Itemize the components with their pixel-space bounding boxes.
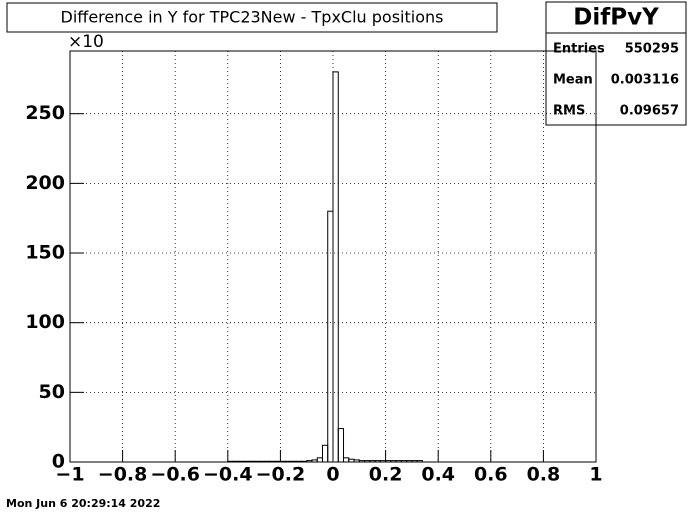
y-tick-label: 250 [25,102,65,124]
x-tick-label: −0.6 [150,464,200,486]
x-tick-label: 1 [589,464,602,486]
y-tick-label: 150 [25,242,65,264]
x-tick-label: −0.8 [98,464,148,486]
x-tick-label: 0.8 [527,464,561,486]
x-tick-label: 0.4 [421,464,455,486]
x-tick-label: 0.2 [369,464,403,486]
stats-value: 550295 [625,42,679,57]
histogram-bar [343,457,350,463]
stats-value: 0.003116 [611,73,679,88]
y-tick-label: 100 [25,311,65,333]
x-tick-label: 0.6 [474,464,508,486]
y-tick-label: 0 [52,451,65,473]
stats-label: Entries [553,42,605,57]
histogram-bar [332,71,339,463]
stats-value: 0.09657 [620,104,679,119]
chart-title: Difference in Y for TPC23New - TpxClu po… [61,8,444,27]
x-tick-label: 0 [326,464,339,486]
histogram-bar [337,428,345,463]
x-tick-label: −0.4 [203,464,253,486]
y-tick-label: 200 [25,172,65,194]
y-tick-label: 50 [39,381,65,403]
y-multiplier: ×10 [68,32,104,52]
plot-frame [69,50,597,463]
stats-label: RMS [553,104,585,119]
histogram-bar [321,444,329,463]
histogram-bar [327,210,334,463]
stats-title: DifPvY [573,5,659,31]
title-box [6,2,498,33]
x-tick-label: −1 [55,464,84,486]
stats-box [545,1,687,126]
stats-label: Mean [553,73,593,88]
histogram-bar [316,457,323,463]
footer-date: Mon Jun 6 20:29:14 2022 [6,497,160,510]
x-tick-label: −0.2 [256,464,306,486]
